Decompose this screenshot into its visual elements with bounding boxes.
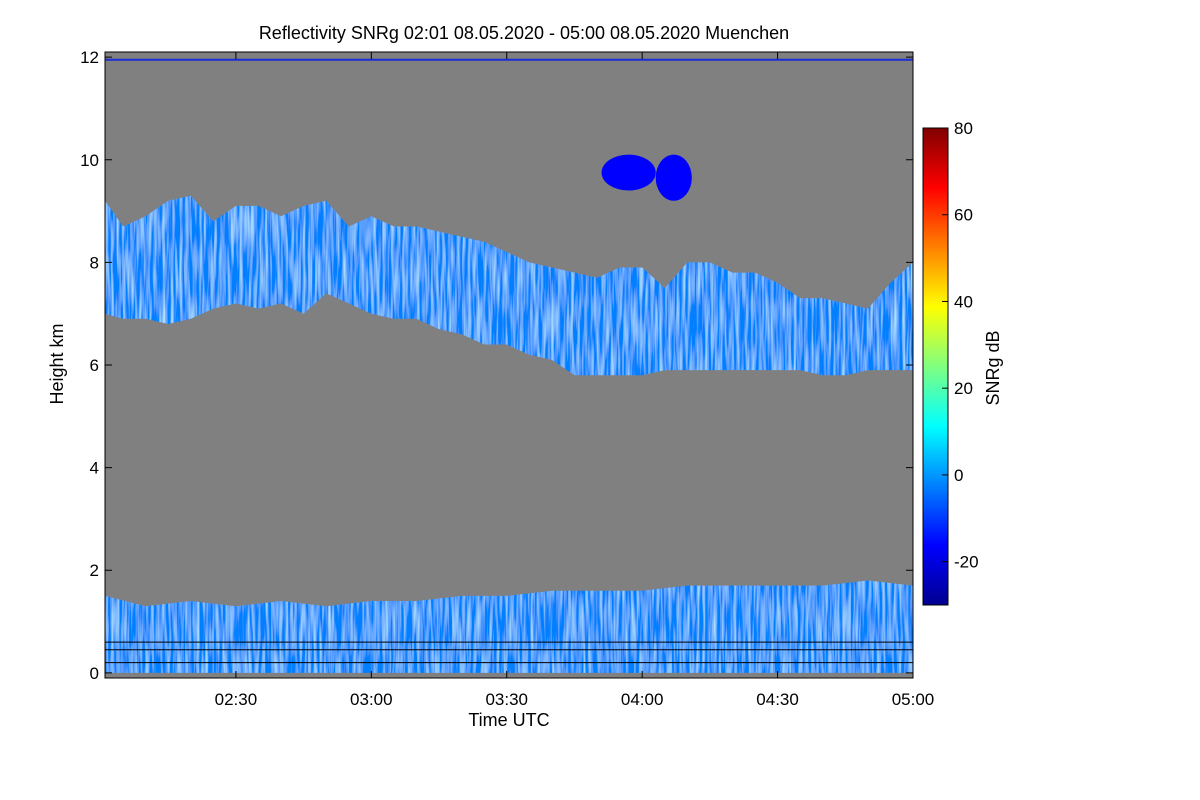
- x-tick-label: 03:30: [485, 690, 528, 709]
- x-axis: 02:30 03:00 03:30 04:00 04:30 05:00: [215, 52, 935, 709]
- y-tick-label: 8: [90, 253, 99, 272]
- y-axis: 0 2 4 6 8 10 12: [80, 48, 913, 683]
- colorbar-tick-label: 0: [954, 466, 963, 485]
- echo-region-0: [105, 195, 913, 376]
- y-tick-label: 0: [90, 664, 99, 683]
- colorbar-tick-label: 60: [954, 206, 973, 225]
- colorbar-tick-label: 80: [954, 119, 973, 138]
- echo-region-2: [655, 154, 692, 201]
- colorbar-gradient: [922, 127, 949, 606]
- x-tick-label: 04:30: [756, 690, 799, 709]
- chart-title: Reflectivity SNRg 02:01 08.05.2020 - 05:…: [259, 23, 789, 43]
- x-axis-title: Time UTC: [468, 710, 549, 730]
- y-tick-label: 12: [80, 48, 99, 67]
- x-tick-label: 02:30: [215, 690, 258, 709]
- y-axis-title: Height km: [47, 323, 67, 404]
- colorbar: -20 0 20 40 60 80 SNRg dB: [922, 119, 1003, 606]
- x-tick-label: 04:00: [621, 690, 664, 709]
- colorbar-title: SNRg dB: [983, 330, 1003, 405]
- y-tick-label: 6: [90, 356, 99, 375]
- y-tick-label: 2: [90, 561, 99, 580]
- y-tick-label: 10: [80, 151, 99, 170]
- plot-area: [104, 51, 914, 679]
- x-tick-label: 05:00: [892, 690, 935, 709]
- colorbar-tick-label: 20: [954, 379, 973, 398]
- y-tick-label: 4: [90, 459, 99, 478]
- colorbar-tick-label: -20: [954, 553, 979, 572]
- colorbar-tick-label: 40: [954, 292, 973, 311]
- echo-region-1: [601, 154, 656, 191]
- x-tick-label: 03:00: [350, 690, 393, 709]
